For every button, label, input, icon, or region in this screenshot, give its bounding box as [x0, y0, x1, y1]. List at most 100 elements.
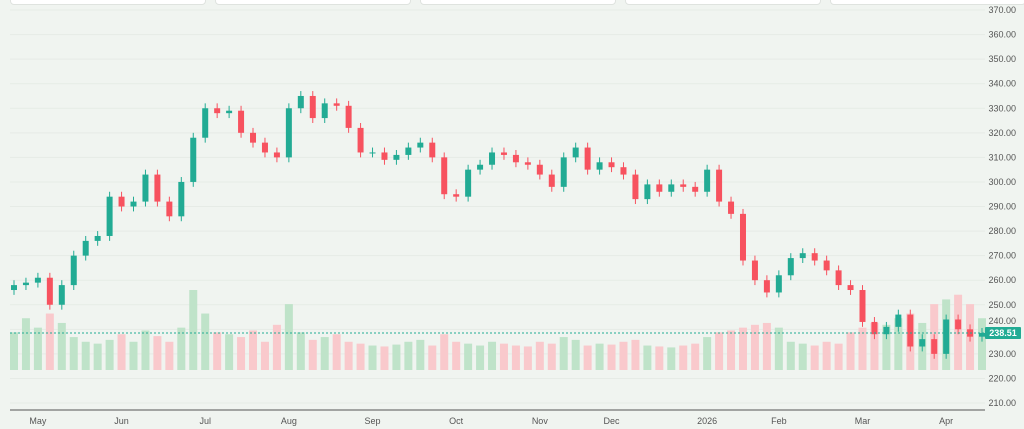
candle-body — [261, 142, 268, 153]
top-card-5[interactable] — [830, 0, 1024, 5]
candle-body — [787, 258, 794, 276]
candle-body — [441, 157, 448, 195]
y-tick-label: 320.00 — [988, 128, 1016, 138]
x-tick-label: Oct — [449, 416, 464, 426]
volume-bar — [762, 322, 771, 370]
volume-bar — [296, 332, 305, 370]
candle-body — [823, 260, 830, 271]
candle-body — [70, 255, 77, 286]
candle-body — [548, 174, 555, 187]
top-card-2[interactable] — [215, 0, 411, 5]
volume-bar — [10, 332, 18, 370]
volume-bar — [715, 332, 724, 370]
volume-bar — [846, 332, 855, 370]
candle-body — [943, 319, 950, 354]
candle-body — [285, 108, 292, 158]
candle-body — [919, 339, 926, 347]
volume-bar — [511, 345, 520, 370]
candle-body — [512, 154, 519, 163]
volume-bar — [237, 337, 246, 370]
volume-bar — [810, 345, 819, 370]
candle-body — [799, 253, 806, 259]
candle-body — [477, 164, 484, 170]
volume-bar — [260, 341, 269, 370]
volume-bar — [189, 290, 198, 370]
volume-bar — [308, 339, 317, 370]
volume-bar — [667, 347, 676, 370]
x-tick-label: Feb — [771, 416, 787, 426]
volume-bar — [272, 324, 281, 370]
volume-bar — [607, 344, 616, 370]
candle-body — [309, 95, 316, 119]
x-tick-label: Nov — [532, 416, 549, 426]
volume-bar — [679, 345, 688, 370]
candle-body — [895, 314, 902, 327]
volume-bar — [344, 341, 353, 370]
x-tick-label: Jul — [199, 416, 211, 426]
volume-bar — [858, 327, 867, 370]
candle-body — [94, 235, 101, 241]
current-price-badge — [985, 326, 1021, 339]
candle-body — [728, 201, 735, 214]
candle-body — [859, 290, 866, 322]
volume-bar — [57, 322, 66, 370]
candle-body — [704, 169, 711, 192]
candle-body — [178, 181, 185, 217]
candle-body — [154, 174, 161, 202]
candle-body — [907, 314, 914, 347]
candle-body — [11, 285, 17, 291]
x-tick-label: May — [29, 416, 47, 426]
top-card-4[interactable] — [625, 0, 821, 5]
x-tick-label: Jun — [114, 416, 129, 426]
candle-body — [500, 152, 507, 155]
candle-body — [429, 142, 436, 158]
volume-bar — [488, 341, 497, 370]
volume-bar — [452, 341, 461, 370]
current-price-label: 238.51 — [989, 328, 1017, 338]
volume-bar — [583, 345, 592, 370]
volume-bar — [882, 324, 891, 370]
volume-bar — [45, 313, 54, 370]
x-tick-label: 2026 — [697, 416, 717, 426]
candle-body — [524, 162, 531, 165]
volume-bar — [284, 304, 293, 370]
volume-bar — [571, 339, 580, 370]
x-tick-label: Aug — [281, 416, 297, 426]
volume-bar — [774, 327, 783, 370]
y-tick-label: 350.00 — [988, 54, 1016, 64]
candle-body — [369, 152, 376, 154]
volume-bar — [559, 337, 568, 370]
volume-bar — [834, 343, 843, 370]
candle-body — [273, 152, 280, 158]
y-tick-label: 240.00 — [988, 316, 1016, 326]
candle-body — [202, 108, 209, 138]
volume-bar — [105, 339, 114, 370]
volume-bar — [117, 334, 126, 370]
y-tick-label: 330.00 — [988, 103, 1016, 113]
top-card-3[interactable] — [420, 0, 616, 5]
candle-body — [847, 285, 854, 291]
volume-bar — [978, 318, 986, 370]
candle-body — [106, 196, 113, 236]
candle-body — [405, 147, 412, 155]
volume-bar — [750, 324, 759, 370]
candle-body — [668, 184, 675, 192]
top-card-1[interactable] — [10, 0, 206, 5]
candle-body — [190, 137, 197, 182]
candle-body — [680, 184, 687, 187]
candle-body — [751, 260, 758, 281]
y-tick-label: 270.00 — [988, 251, 1016, 261]
volume-bar — [870, 322, 879, 370]
y-tick-label: 220.00 — [988, 373, 1016, 383]
candle-body — [226, 110, 233, 114]
candle-body — [536, 164, 543, 175]
candle-body — [22, 282, 29, 286]
candle-body — [871, 321, 878, 335]
volume-bar — [129, 341, 138, 370]
volume-bar — [392, 344, 401, 370]
candle-body — [58, 285, 65, 305]
volume-bar — [332, 334, 341, 370]
volume-bar — [464, 343, 473, 370]
volume-bar — [368, 345, 377, 370]
